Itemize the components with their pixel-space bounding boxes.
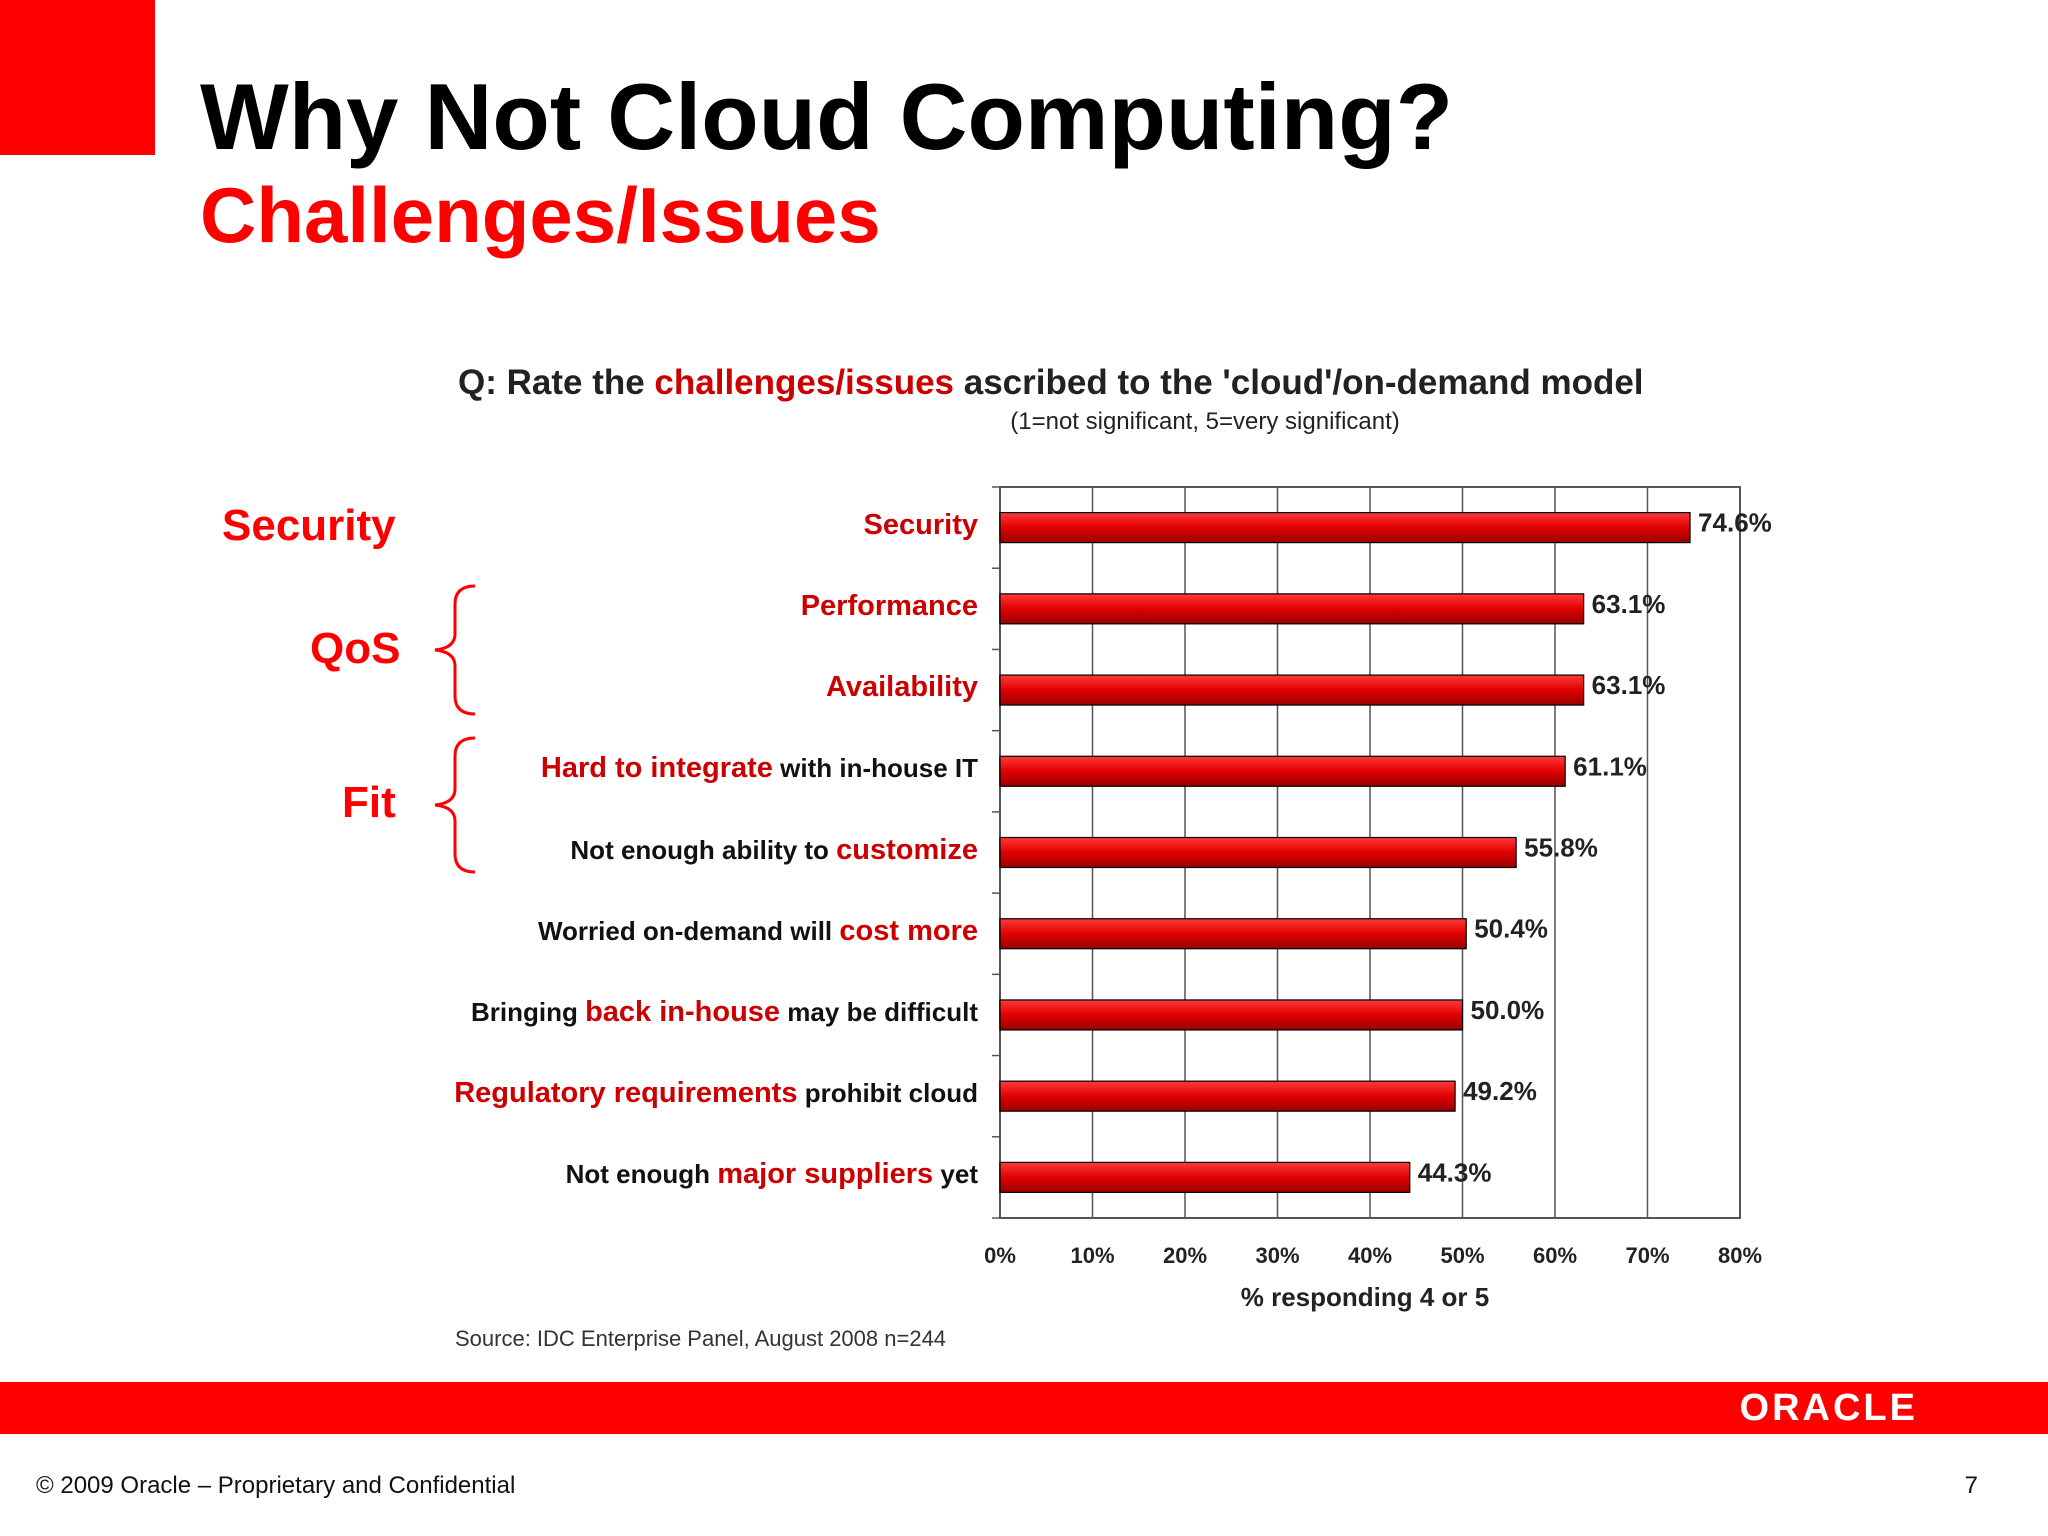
bar bbox=[999, 755, 1566, 787]
corner-accent-block bbox=[0, 0, 155, 155]
category-label: Availability bbox=[826, 673, 978, 702]
category-label-highlight: customize bbox=[836, 833, 978, 866]
x-tick-label: 10% bbox=[1070, 1243, 1114, 1268]
group-label-security: Security bbox=[222, 501, 396, 550]
source-note: Source: IDC Enterprise Panel, August 200… bbox=[455, 1326, 947, 1351]
category-label-text: Worried on-demand will bbox=[537, 915, 840, 946]
category-label-text: may be difficult bbox=[780, 996, 978, 1027]
category-label-highlight: back in-house bbox=[585, 995, 781, 1028]
category-label-text: Bringing bbox=[470, 996, 586, 1027]
bar bbox=[999, 1161, 1411, 1193]
category-label-text: prohibit cloud bbox=[797, 1078, 978, 1109]
category-label: Regulatory requirements prohibit cloud bbox=[454, 1079, 978, 1108]
bar bbox=[999, 836, 1517, 869]
slide-title: Why Not Cloud Computing? bbox=[200, 64, 1454, 169]
question-suffix: ascribed to the 'cloud'/on-demand model bbox=[954, 363, 1644, 402]
category-label-highlight: Regulatory requirements bbox=[454, 1077, 798, 1110]
page-number: 7 bbox=[1964, 1472, 1978, 1499]
bar-value-label: 50.4% bbox=[1474, 914, 1548, 944]
bar-value-label: 44.3% bbox=[1418, 1157, 1492, 1187]
scale-note: (1=not significant, 5=very significant) bbox=[1010, 408, 1400, 435]
category-label-highlight: Security bbox=[863, 508, 978, 541]
x-axis-label: % responding 4 or 5 bbox=[1241, 1282, 1490, 1312]
footer-band bbox=[0, 1382, 2048, 1434]
oracle-logo: ORACLE bbox=[1739, 1387, 1918, 1429]
bar bbox=[999, 512, 1691, 544]
bar bbox=[999, 1080, 1456, 1112]
bar-value-label: 63.1% bbox=[1592, 589, 1666, 619]
category-label: Bringing back in-house may be difficult bbox=[470, 995, 978, 1028]
category-label: Performance bbox=[800, 589, 978, 622]
bar-value-label: 49.2% bbox=[1463, 1076, 1537, 1106]
group-label-qos: QoS bbox=[310, 624, 401, 673]
category-label: Hard to integrate with in-house IT bbox=[541, 754, 978, 783]
category-label-highlight: Performance bbox=[800, 589, 978, 622]
bar bbox=[999, 674, 1585, 706]
slide-subtitle: Challenges/Issues bbox=[200, 171, 881, 259]
category-label: Not enough major suppliers yet bbox=[566, 1160, 978, 1189]
category-label-highlight: cost more bbox=[839, 914, 978, 947]
bar-value-label: 50.0% bbox=[1471, 995, 1545, 1025]
bar-value-label: 55.8% bbox=[1524, 833, 1598, 863]
category-label-highlight: Hard to integrate bbox=[540, 752, 773, 785]
survey-question: Q: Rate the challenges/issues ascribed t… bbox=[458, 363, 1644, 403]
x-tick-label: 80% bbox=[1718, 1243, 1762, 1268]
bar-value-label: 61.1% bbox=[1573, 751, 1647, 781]
category-label: Security bbox=[863, 508, 978, 541]
x-tick-label: 20% bbox=[1163, 1243, 1207, 1268]
bar-value-label: 74.6% bbox=[1698, 508, 1772, 538]
fit-brace-icon bbox=[434, 736, 476, 874]
category-label: Not enough ability to customize bbox=[570, 833, 978, 866]
x-tick-label: 30% bbox=[1255, 1243, 1299, 1268]
copyright-text: © 2009 Oracle – Proprietary and Confiden… bbox=[36, 1472, 516, 1499]
category-label-text: Not enough ability to bbox=[570, 834, 837, 865]
x-tick-label: 70% bbox=[1625, 1243, 1669, 1268]
x-tick-label: 60% bbox=[1533, 1243, 1577, 1268]
question-highlight: challenges/issues bbox=[654, 363, 955, 402]
category-label-highlight: Availability bbox=[825, 671, 978, 704]
qos-brace-icon bbox=[434, 584, 476, 716]
x-tick-label: 40% bbox=[1348, 1243, 1392, 1268]
bar bbox=[999, 918, 1467, 950]
bar-value-label: 63.1% bbox=[1592, 670, 1666, 700]
group-label-fit: Fit bbox=[342, 778, 396, 827]
category-label-text: Not enough bbox=[565, 1159, 718, 1190]
category-label-text: with in-house IT bbox=[772, 753, 978, 784]
x-tick-label: 50% bbox=[1440, 1243, 1484, 1268]
question-prefix: Q: Rate the bbox=[458, 363, 655, 402]
bar bbox=[999, 999, 1464, 1031]
category-label-text: yet bbox=[933, 1159, 978, 1190]
x-tick-label: 0% bbox=[984, 1243, 1016, 1268]
category-label: Worried on-demand will cost more bbox=[537, 914, 978, 947]
bar-chart: 74.6% 63.1% 63.1% 61.1% 55.8% 50.4% 50.0% 49.2%… bbox=[984, 486, 1772, 1312]
category-label-highlight: major suppliers bbox=[717, 1158, 934, 1191]
bar bbox=[999, 593, 1585, 625]
